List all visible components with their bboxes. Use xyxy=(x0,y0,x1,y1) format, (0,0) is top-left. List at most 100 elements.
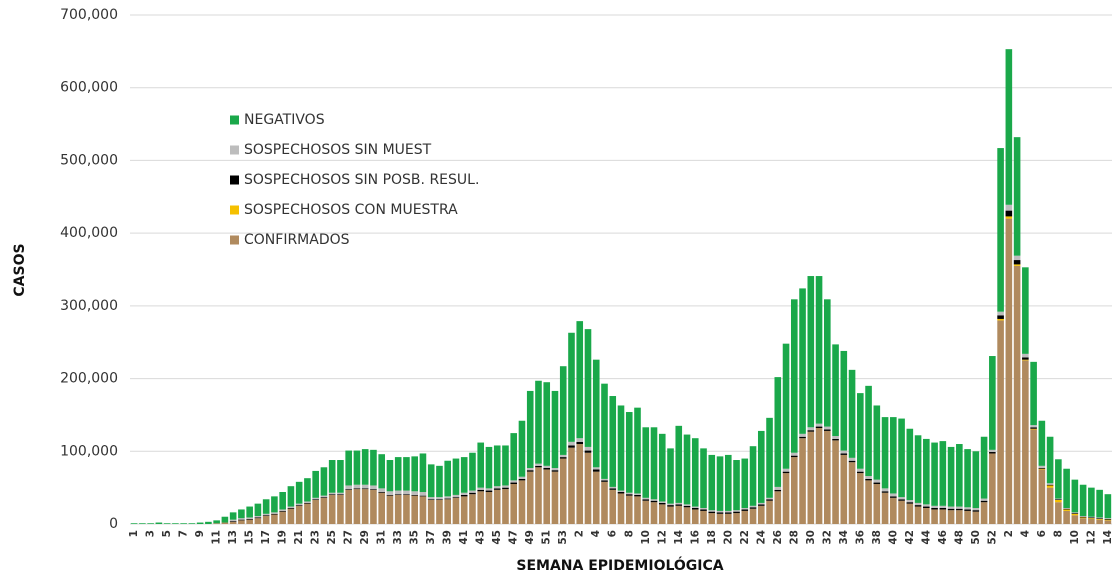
bar-segment xyxy=(1063,509,1070,511)
bar-segment xyxy=(700,510,707,524)
bar-segment xyxy=(452,494,460,498)
bar-segment xyxy=(931,509,938,524)
bar-segment xyxy=(262,516,270,524)
bar-segment xyxy=(947,508,955,511)
bar-segment xyxy=(477,491,485,524)
bar-segment xyxy=(477,487,485,490)
bar-segment xyxy=(485,488,493,491)
bar-segment xyxy=(774,491,782,524)
bar-segment xyxy=(444,496,452,499)
bar-segment xyxy=(1005,49,1013,205)
bar-segment xyxy=(774,377,782,487)
x-tick-label: 49 xyxy=(524,530,536,545)
bar-segment xyxy=(617,490,625,493)
bar-segment xyxy=(865,480,872,524)
x-tick-label: 10 xyxy=(640,530,652,545)
bar-segment xyxy=(691,506,699,509)
bar-segment xyxy=(295,505,303,506)
bar-segment xyxy=(691,508,699,510)
bar-segment xyxy=(196,522,204,524)
bar-segment xyxy=(427,464,435,498)
x-tick-label: 18 xyxy=(706,530,718,545)
bar-segment xyxy=(221,522,229,524)
bar-segment xyxy=(989,356,996,450)
bar-segment xyxy=(551,470,559,472)
bar-segment xyxy=(642,499,650,501)
bar-segment xyxy=(634,496,641,524)
bar-segment xyxy=(906,502,914,504)
x-tick-label: 22 xyxy=(739,530,751,545)
bar-segment xyxy=(634,493,641,495)
bar-segment xyxy=(939,441,947,506)
bar-segment xyxy=(444,460,452,497)
bar-segment xyxy=(766,500,773,524)
bar-segment xyxy=(840,450,848,454)
bar-segment xyxy=(568,441,575,446)
bar-segment xyxy=(246,517,253,519)
x-tick-label: 39 xyxy=(442,530,454,545)
bar-segment xyxy=(848,462,856,524)
bar-segment xyxy=(923,504,930,507)
bar-segment xyxy=(1071,512,1079,514)
bar-segment xyxy=(304,503,311,524)
bar-segment xyxy=(766,417,773,498)
bar-segment xyxy=(502,489,509,524)
bar-segment xyxy=(130,523,138,524)
bar-segment xyxy=(493,486,501,489)
y-tick-label: 700,000 xyxy=(60,7,118,23)
bar-segment xyxy=(1038,468,1046,470)
bar-segment xyxy=(543,469,551,524)
bar-segment xyxy=(271,512,278,514)
bar-segment xyxy=(147,523,154,524)
bar-segment xyxy=(485,446,493,489)
bar-segment xyxy=(947,510,955,524)
bar-segment xyxy=(436,465,443,498)
bar-segment xyxy=(172,523,179,524)
bar-segment xyxy=(650,499,658,501)
bar-segment xyxy=(279,511,286,524)
bar-segment xyxy=(617,492,625,494)
bar-segment xyxy=(436,500,443,524)
bar-segment xyxy=(634,407,641,494)
bar-segment xyxy=(1063,508,1070,509)
bar-segment xyxy=(361,488,369,490)
bar-segment xyxy=(947,446,955,507)
bar-segment xyxy=(683,507,691,524)
bar-segment xyxy=(898,418,905,498)
bar-segment xyxy=(865,385,872,477)
bar-segment xyxy=(625,492,633,495)
bar-segment xyxy=(1013,255,1021,261)
bar-segment xyxy=(625,494,633,496)
bar-segment xyxy=(1046,483,1054,485)
bar-segment xyxy=(1038,469,1046,524)
bar-segment xyxy=(1013,260,1021,265)
x-tick-label: 6 xyxy=(1036,530,1048,537)
bar-segment xyxy=(502,487,509,490)
bar-segment xyxy=(568,332,575,442)
bar-segment xyxy=(667,448,674,504)
bar-segment xyxy=(229,512,237,520)
bar-segment xyxy=(452,458,460,495)
bar-segment xyxy=(535,465,542,468)
bar-segment xyxy=(592,359,600,468)
y-tick-label: 500,000 xyxy=(60,152,118,168)
bar-segment xyxy=(832,344,839,437)
bar-segment xyxy=(617,405,625,491)
bar-segment xyxy=(972,451,980,509)
bar-segment xyxy=(832,438,839,441)
bar-segment xyxy=(304,478,311,502)
bar-segment xyxy=(337,494,344,495)
bar-segment xyxy=(708,510,716,512)
bar-segment xyxy=(1013,265,1021,524)
bar-segment xyxy=(865,476,872,479)
bar-segment xyxy=(353,484,361,489)
bar-segment xyxy=(592,471,600,524)
x-tick-label: 16 xyxy=(689,530,701,545)
bar-segment xyxy=(403,490,410,495)
y-tick-label: 400,000 xyxy=(60,225,118,241)
bar-segment xyxy=(378,454,385,489)
x-tick-label: 8 xyxy=(623,530,635,537)
bar-segment xyxy=(749,505,757,508)
bar-segment xyxy=(914,506,922,524)
bar-segment xyxy=(1063,508,1070,510)
